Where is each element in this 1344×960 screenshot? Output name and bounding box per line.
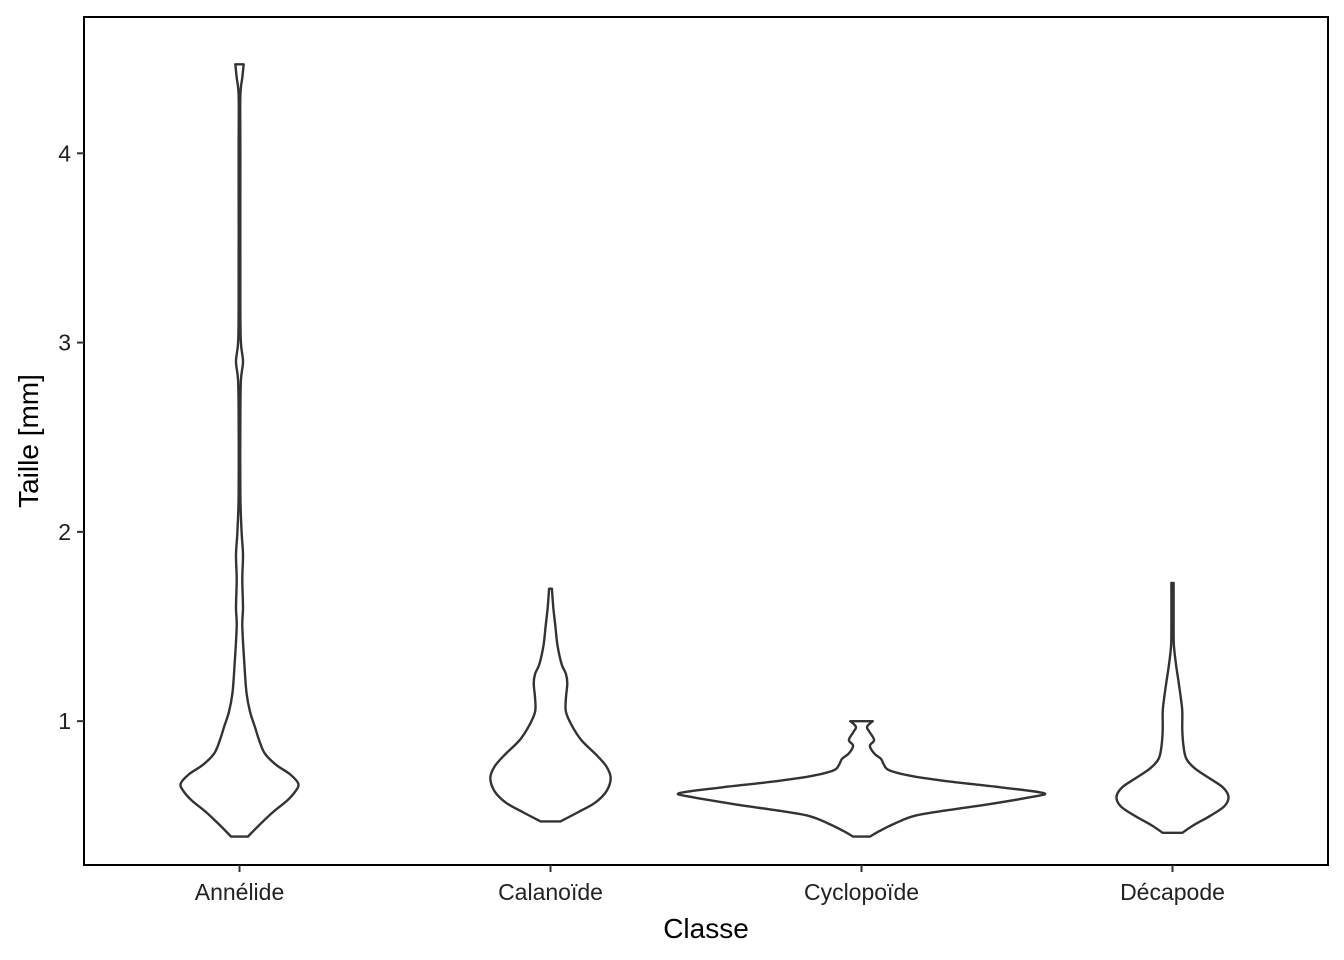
y-axis-title: Taille [mm]: [13, 374, 44, 508]
x-axis: Annélide Calanoïde Cyclopoïde Décapode: [195, 865, 1225, 905]
violin-decapode: [1115, 581, 1230, 835]
x-tick-label-decapode: Décapode: [1120, 879, 1225, 905]
x-tick-label-annelide: Annélide: [195, 879, 285, 905]
y-tick-label-1: 1: [58, 708, 71, 734]
violin-layer: [179, 63, 1230, 838]
y-tick-label-4: 4: [58, 140, 71, 166]
x-tick-label-calanoide: Calanoïde: [498, 879, 603, 905]
violin-calanoide: [489, 587, 612, 823]
violin-annelide: [179, 63, 300, 838]
x-axis-title: Classe: [663, 913, 749, 944]
violin-cyclopoide: [676, 719, 1047, 838]
plot-panel-border: [83, 16, 1329, 866]
y-tick-label-3: 3: [58, 330, 71, 356]
y-tick-label-2: 2: [58, 519, 71, 545]
y-axis: 1 2 3 4: [58, 140, 84, 734]
x-tick-label-cyclopoide: Cyclopoïde: [804, 879, 919, 905]
